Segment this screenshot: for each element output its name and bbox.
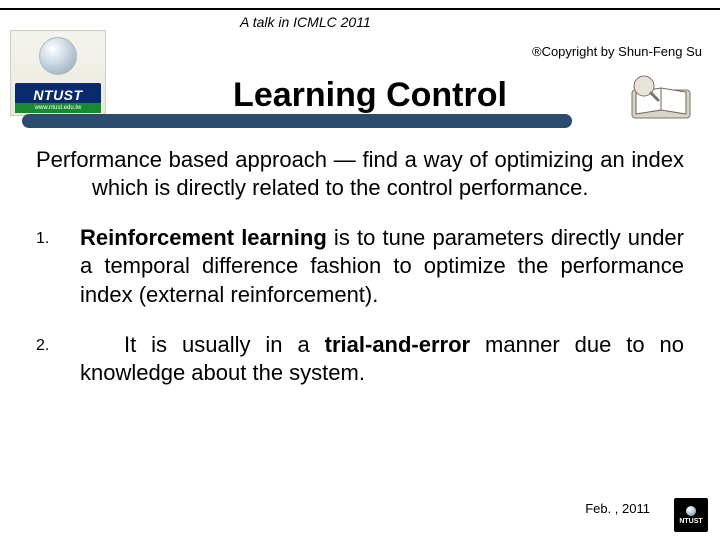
item-text: It is usually in a trial-and-error manne… bbox=[80, 331, 684, 387]
item-bold: trial-and-error bbox=[325, 332, 470, 357]
item-bold: Reinforcement learning bbox=[80, 225, 327, 250]
page-title: Learning Control bbox=[130, 76, 610, 115]
intro-paragraph: Performance based approach — find a way … bbox=[36, 146, 684, 202]
logo-orb-icon bbox=[39, 37, 77, 75]
logo-url: www.ntust.edu.tw bbox=[15, 103, 101, 113]
list-item: 2. It is usually in a trial-and-error ma… bbox=[36, 331, 684, 387]
body-content: Performance based approach — find a way … bbox=[36, 146, 684, 490]
title-wrap: Learning Control bbox=[130, 76, 610, 115]
item-text: Reinforcement learning is to tune parame… bbox=[80, 224, 684, 308]
book-clipart-icon bbox=[626, 68, 696, 124]
item-number: 1. bbox=[36, 224, 80, 308]
footer-mini-logo: NTUST bbox=[674, 498, 708, 532]
footer-logo-text: NTUST bbox=[679, 518, 702, 525]
footer-logo-orb-icon bbox=[686, 506, 696, 516]
header-talk-line: A talk in ICMLC 2011 bbox=[240, 14, 371, 30]
item-number: 2. bbox=[36, 331, 80, 387]
top-divider bbox=[0, 8, 720, 10]
item-pre: It is usually in a bbox=[124, 332, 325, 357]
slide: A talk in ICMLC 2011 ®Copyright by Shun-… bbox=[0, 0, 720, 540]
ntust-logo: NTUST www.ntust.edu.tw bbox=[10, 30, 106, 116]
footer-date: Feb. , 2011 bbox=[585, 501, 650, 516]
list-item: 1. Reinforcement learning is to tune par… bbox=[36, 224, 684, 308]
logo-text: NTUST bbox=[33, 87, 82, 103]
title-underline-bar bbox=[22, 114, 572, 128]
copyright-text: ®Copyright by Shun-Feng Su bbox=[532, 44, 702, 59]
